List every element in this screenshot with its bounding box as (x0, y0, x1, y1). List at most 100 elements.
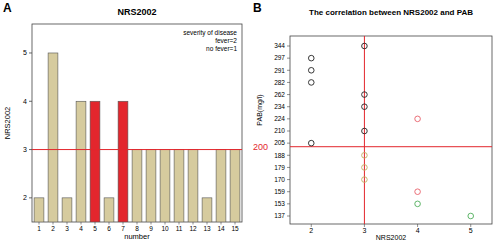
x-tick-label: 7 (121, 225, 125, 232)
y-tick (29, 197, 32, 198)
bar (90, 101, 100, 222)
y-tick (29, 149, 32, 150)
bar (104, 198, 114, 222)
x-tick-label: 2 (51, 225, 55, 232)
x-tick-label: 15 (231, 225, 239, 232)
reference-line (290, 146, 492, 147)
x-tick-label: 3 (65, 225, 69, 232)
x-tick-label: 14 (217, 225, 225, 232)
points (290, 36, 492, 224)
bar (48, 53, 58, 222)
point (362, 165, 368, 171)
y-tick-label: 344 (274, 42, 285, 49)
y-tick (287, 118, 290, 119)
x-tick-label: 3 (362, 227, 366, 234)
x-tick-label: 4 (79, 225, 83, 232)
y-tick-label: 179 (274, 164, 285, 171)
panel-label: A (3, 1, 12, 15)
x-tick-label: 8 (135, 225, 139, 232)
x-tick-label: 5 (93, 225, 97, 232)
plot-frame (32, 24, 242, 222)
title: The correlation between NRS2002 and PAB (309, 8, 473, 17)
x-tick-label: 2 (309, 227, 313, 234)
y-tick (287, 155, 290, 156)
y-tick (287, 179, 290, 180)
bar (146, 150, 156, 222)
y-tick (287, 191, 290, 192)
y-tick-label: 170 (274, 176, 285, 183)
y-tick-label: 224 (274, 115, 285, 122)
plot-frame (290, 36, 492, 224)
y-tick (287, 46, 290, 47)
y-tick-label: 3 (23, 146, 27, 153)
bar (160, 150, 170, 222)
point (362, 128, 368, 134)
panel-a: ANRS2002NRS2002number2345123456789101112… (3, 1, 242, 241)
reference-line (364, 36, 365, 224)
y-tick-label: 262 (274, 91, 285, 98)
y-tick-label: 291 (274, 67, 285, 74)
bar (118, 101, 128, 222)
annotation: fever=2 (215, 37, 237, 44)
y-axis-label: NRS2002 (3, 107, 12, 140)
point (415, 201, 421, 207)
point (308, 80, 314, 86)
point (415, 116, 421, 122)
figure: ANRS2002NRS2002number2345123456789101112… (0, 0, 500, 241)
y-tick-label: 282 (274, 79, 285, 86)
y-tick-label: 234 (274, 103, 285, 110)
bar (76, 101, 86, 222)
x-tick-label: 11 (176, 225, 183, 232)
point (308, 140, 314, 146)
y-tick-label: 210 (274, 127, 285, 134)
y-tick-label: 153 (274, 200, 285, 207)
x-axis-label: number (124, 232, 150, 241)
annotation: no fever=1 (206, 45, 237, 52)
y-tick-label: 297 (274, 54, 285, 61)
y-tick (287, 143, 290, 144)
bar (216, 150, 226, 222)
point (468, 213, 474, 219)
reference-line (32, 149, 242, 150)
point (362, 177, 368, 183)
panel-label: B (253, 1, 262, 15)
bar (34, 198, 44, 222)
y-tick (287, 58, 290, 59)
x-tick-label: 6 (107, 225, 111, 232)
bar (188, 150, 198, 222)
bar (202, 198, 212, 222)
point (308, 67, 314, 73)
y-tick (287, 82, 290, 83)
y-tick (29, 101, 32, 102)
y-tick (287, 131, 290, 132)
panel-b: B The correlation between NRS2002 and PAB… (253, 1, 492, 241)
bar (132, 150, 142, 222)
y-tick-label: 4 (23, 98, 27, 105)
x-tick-label: 5 (469, 227, 473, 234)
x-tick-label: 12 (189, 225, 197, 232)
point (362, 152, 368, 158)
y-axis-label: PAB(mg/l) (256, 94, 264, 125)
x-tick-label: 4 (416, 227, 420, 234)
title: NRS2002 (117, 7, 156, 17)
bar (230, 150, 240, 222)
point (362, 43, 368, 49)
y-tick (287, 167, 290, 168)
y-tick (287, 203, 290, 204)
y-tick (29, 52, 32, 53)
bar (174, 150, 184, 222)
point (415, 189, 421, 195)
y-tick-label: 188 (274, 152, 285, 159)
y-tick (287, 70, 290, 71)
y-tick-label: 137 (274, 212, 285, 219)
x-tick-label: 10 (161, 225, 169, 232)
y-tick (287, 216, 290, 217)
x-tick-label: 13 (203, 225, 211, 232)
x-axis-label: NRS2002 (376, 234, 406, 241)
point (362, 92, 368, 98)
x-tick-label: 1 (37, 225, 41, 232)
annotation: severity of disease (183, 29, 237, 37)
x-tick-label: 9 (149, 225, 153, 232)
y-tick-label: 159 (274, 188, 285, 195)
point (362, 104, 368, 110)
